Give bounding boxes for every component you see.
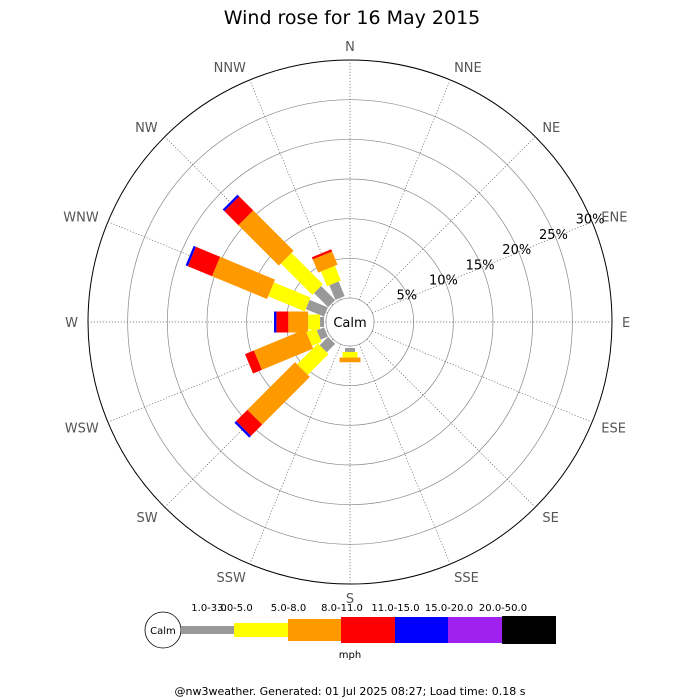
direction-label-NNW: NNW [214,61,246,76]
legend-label-8.0-11.0: 8.0-11.0 [321,603,363,614]
spoke-SSE [358,344,451,565]
ring-label-5%: 5% [397,289,418,304]
calm-circle [325,297,375,347]
direction-labels: N NNE NE ENE E ESE SE SSE S SSW SW WSW W WNW NW NNW [63,40,630,607]
bar-W-11.0-15.0 [274,311,277,333]
legend-label-5.0-8.0: 5.0-8.0 [271,603,306,614]
ring-label-15%: 15% [466,258,495,273]
speed-legend: Calm 1.0-3.03.0-5.0 5.0-8.0 8.0-11.0 11.0-1… [144,603,556,661]
legend-calm-label: Calm [150,626,176,637]
bar-WNW-1.0-3.0 [305,299,328,317]
grid-ring-20 [166,138,534,506]
bar-WNW-8.0-11.0 [187,246,221,277]
bar-SW-1.0-3.0 [319,336,336,353]
spoke-ESE [372,330,593,423]
bar-WNW-5.0-8.0 [212,256,276,299]
ring-label-20%: 20% [502,243,531,258]
polar-grid [87,59,613,585]
bar-NNW-8.0-11.0 [311,249,333,260]
bar-NW-11.0-15.0 [222,194,240,212]
ring-label-30%: 30% [576,213,605,228]
bar-W-5.0-8.0 [288,311,309,333]
bar-SW-8.0-11.0 [236,409,263,436]
spoke-NE [366,136,536,306]
chart-title: Wind rose for 16 May 2015 [224,7,481,29]
bar-S-3.0-5.0 [342,351,358,358]
bar-WSW-3.0-5.0 [306,328,322,346]
legend-label-11.0-15.0: 11.0-15.0 [371,603,419,614]
direction-label-NNE: NNE [454,61,482,76]
legend-swatch-20.0-50.0 [502,616,556,644]
legend-swatch-3.0-5.0 [234,623,288,637]
ring-labels: 5% 10% 15% 20% 25% 30% [397,213,605,304]
bar-NW-3.0-5.0 [280,252,323,295]
calm-label: Calm [333,316,366,331]
direction-label-W: W [65,316,78,331]
bar-S-1.0-3.0 [345,348,355,352]
spoke-NNE [358,79,451,300]
bar-WNW-11.0-15.0 [185,245,196,267]
legend-swatch-8.0-11.0 [341,617,395,643]
direction-label-NW: NW [135,121,158,136]
spoke-SSW [249,344,342,565]
legend-unit: mph [339,650,361,661]
bar-SW-5.0-8.0 [247,362,310,425]
legend-label-3.0-5.0: 3.0-5.0 [217,603,252,614]
bar-S-5.0-8.0 [339,357,361,363]
direction-label-WNW: WNW [63,210,99,225]
bar-SW-3.0-5.0 [297,343,329,375]
spoke-SE [366,338,536,508]
bar-NNW-1.0-3.0 [329,281,345,300]
bar-WNW-3.0-5.0 [268,282,311,312]
direction-label-S: S [346,592,354,607]
legend-swatch-15.0-20.0 [448,617,502,643]
bar-W-1.0-3.0 [320,317,324,327]
bar-NW-8.0-11.0 [224,196,254,226]
calm-center: Calm [325,297,375,347]
bar-NNW-3.0-5.0 [320,265,341,287]
direction-label-ENE: ENE [601,210,627,225]
direction-label-SSW: SSW [217,571,247,586]
bar-W-8.0-11.0 [276,311,289,333]
bar-WSW-5.0-8.0 [253,329,314,370]
legend-swatch-5.0-8.0 [288,619,341,641]
direction-label-N: N [345,40,355,55]
bar-NNW-5.0-8.0 [312,251,338,273]
ring-label-10%: 10% [429,273,458,288]
legend-label-1.0-3.0: 1.0-3.0 [191,603,226,614]
direction-label-SSE: SSE [454,571,479,586]
legend-swatch-11.0-15.0 [395,617,448,643]
wind-bars [185,194,361,438]
legend-swatch-1.0-3.0 [181,626,234,634]
direction-label-SE: SE [542,511,558,526]
bar-NW-5.0-8.0 [238,210,294,266]
grid-ring-15 [206,178,494,466]
footer-text: @nw3weather. Generated: 01 Jul 2025 08:2… [175,685,526,698]
grid-ring-10 [246,218,454,426]
legend-label-15.0-20.0: 15.0-20.0 [425,603,473,614]
ring-label-25%: 25% [539,228,568,243]
legend-label-20.0-50.0: 20.0-50.0 [479,603,527,614]
bar-WSW-8.0-11.0 [245,350,262,374]
direction-label-ESE: ESE [601,422,626,437]
bar-W-3.0-5.0 [308,314,321,330]
spoke-ENE [372,221,593,314]
bar-NW-1.0-3.0 [314,286,336,308]
direction-label-SW: SW [137,511,158,526]
bar-SW-11.0-15.0 [234,421,251,438]
direction-label-E: E [622,316,630,331]
direction-label-NE: NE [542,121,560,136]
bar-WSW-1.0-3.0 [316,327,328,340]
direction-label-WSW: WSW [65,422,99,437]
